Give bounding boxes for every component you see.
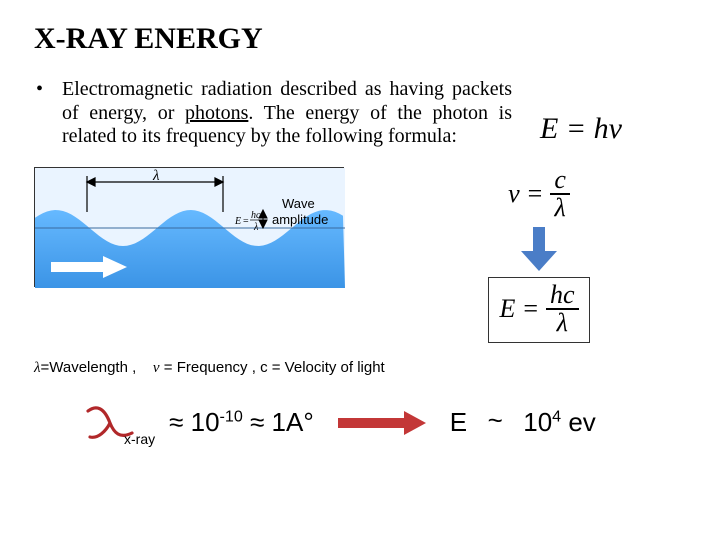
wave-word: Wave — [282, 196, 315, 211]
equation-e-hv: E = hν — [540, 112, 622, 146]
mid-row: λ E = hc λ Wave amplitude — [34, 167, 686, 343]
approx-10-10: ≈ 10-10 ≈ 1A° — [169, 407, 314, 438]
nu-lhs: ν — [508, 179, 520, 209]
ehc-lhs: E — [499, 294, 515, 324]
lambda-def: =Wavelength , — [41, 359, 137, 376]
equation-nu-c-lambda: ν = c λ — [508, 167, 570, 221]
svg-text:hc: hc — [251, 210, 261, 221]
lambda-sub: x-ray — [124, 431, 155, 447]
lambda-label: λ — [152, 168, 160, 184]
frac-hc-lambda: hc λ — [546, 282, 579, 336]
c-def: c = Velocity of light — [260, 359, 385, 376]
bullet-marker: • — [34, 78, 62, 149]
exp-minus10: -10 — [220, 408, 243, 426]
exp4: 4 — [552, 408, 561, 426]
nu-eq: = — [528, 179, 543, 209]
E-10-4-ev: E ~ 104 ev — [450, 407, 596, 438]
slide: X-RAY ENERGY • Electromagnetic radiation… — [0, 0, 720, 540]
wave-diagram: λ E = hc λ Wave amplitude — [34, 167, 344, 287]
ten: 10 — [523, 407, 552, 437]
wave-svg: λ E = hc λ Wave amplitude — [35, 168, 345, 288]
frac-den-lambda: λ — [550, 195, 569, 221]
eq-ehv-text: E = hν — [540, 112, 622, 145]
frac-num-hc: hc — [546, 282, 579, 308]
frac-c-lambda: c λ — [550, 167, 570, 221]
ehc-eq: = — [523, 294, 538, 324]
page-title: X-RAY ENERGY — [34, 22, 686, 56]
approx1: ≈ 10 — [169, 407, 219, 437]
bottom-row: x-ray ≈ 10-10 ≈ 1A° E ~ 104 ev — [34, 403, 686, 443]
arrow-down-icon — [521, 227, 557, 271]
equation-e-hc-lambda: E = hc λ — [488, 277, 589, 343]
frac-den-lambda2: λ — [553, 310, 572, 336]
svg-text:=: = — [243, 216, 249, 227]
arrow-right-icon — [338, 411, 426, 435]
lambda-xray: x-ray — [84, 403, 169, 443]
bullet-text: Electromagnetic radiation described as h… — [62, 78, 512, 149]
photons-word: photons — [185, 102, 248, 124]
svg-text:λ: λ — [253, 222, 259, 233]
frac-num-c: c — [550, 167, 570, 193]
svg-text:E: E — [234, 216, 241, 227]
title-text: X-RAY ENERGY — [34, 22, 263, 55]
symbol-definitions: λ=Wavelength , ν = Frequency , c = Veloc… — [34, 359, 686, 377]
approx2: ≈ 1A° — [243, 407, 314, 437]
E-label: E — [450, 407, 467, 437]
rhs-column: ν = c λ E = hc λ — [392, 167, 686, 343]
nu-def: = Frequency , — [160, 359, 256, 376]
tilde-icon: ~ — [488, 405, 503, 435]
ev: ev — [561, 407, 596, 437]
amplitude-word: amplitude — [272, 212, 328, 227]
nu-sym: ν — [153, 360, 160, 376]
